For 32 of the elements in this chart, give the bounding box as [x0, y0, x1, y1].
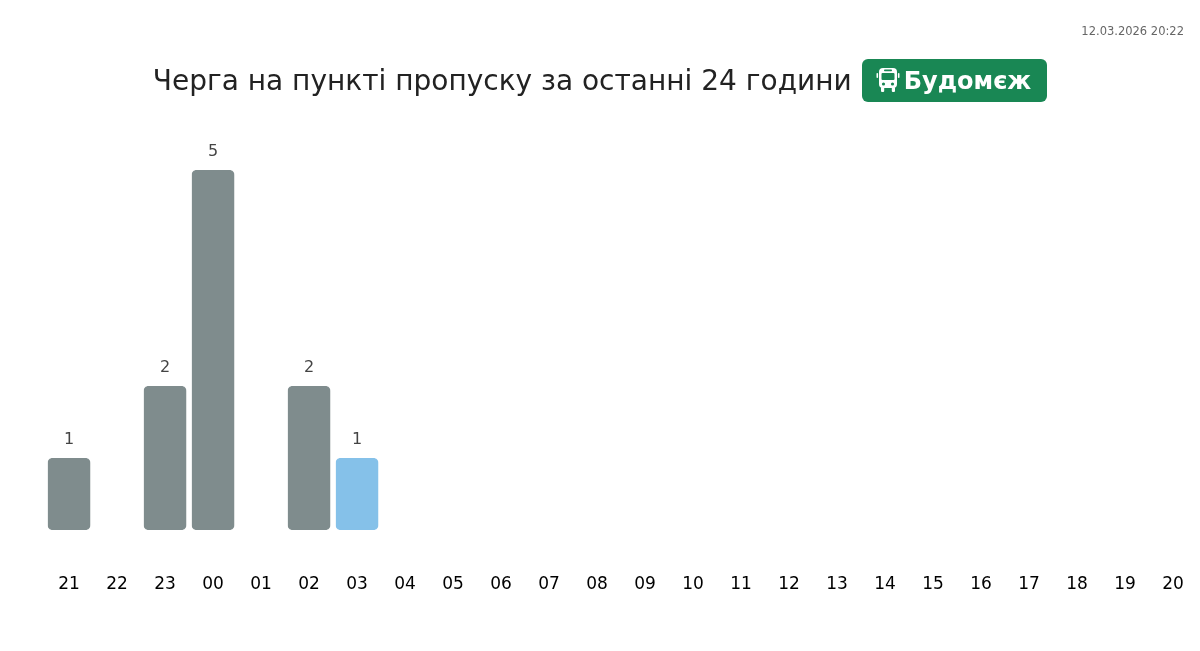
- x-tick-label: 21: [58, 572, 80, 593]
- x-tick-label: 14: [874, 572, 896, 593]
- x-tick-label: 07: [538, 572, 560, 593]
- data-label: 1: [351, 429, 363, 448]
- x-tick-label: 18: [1066, 572, 1088, 593]
- x-tick-label: 20: [1162, 572, 1184, 593]
- x-tick-label: 17: [1018, 572, 1040, 593]
- x-tick-label: 11: [730, 572, 752, 593]
- x-tick-label: 00: [202, 572, 224, 593]
- x-tick-label: 22: [106, 572, 128, 593]
- x-tick-label: 13: [826, 572, 848, 593]
- x-tick-label: 01: [250, 572, 272, 593]
- data-label: 5: [207, 141, 219, 160]
- x-tick-label: 02: [298, 572, 320, 593]
- data-label: 2: [303, 357, 315, 376]
- x-tick-label: 10: [682, 572, 704, 593]
- x-tick-label: 04: [394, 572, 416, 593]
- x-tick-label: 09: [634, 572, 656, 593]
- text: 12.03.2026 20:22: [1081, 24, 1184, 38]
- chart-subtitle: Будомєж: [903, 66, 1032, 95]
- x-tick-label: 23: [154, 572, 176, 593]
- chart-title: Черга на пункті пропуску за останні 24 години: [152, 64, 852, 97]
- x-tick-label: 08: [586, 572, 608, 593]
- x-tick-label: 19: [1114, 572, 1136, 593]
- data-label: 1: [63, 429, 75, 448]
- x-tick-label: 06: [490, 572, 512, 593]
- x-tick-label: 15: [922, 572, 944, 593]
- x-tick-label: 05: [442, 572, 464, 593]
- x-tick-label: 03: [346, 572, 368, 593]
- x-tick-label: 12: [778, 572, 800, 593]
- x-tick-label: 16: [970, 572, 992, 593]
- data-label: 2: [159, 357, 171, 376]
